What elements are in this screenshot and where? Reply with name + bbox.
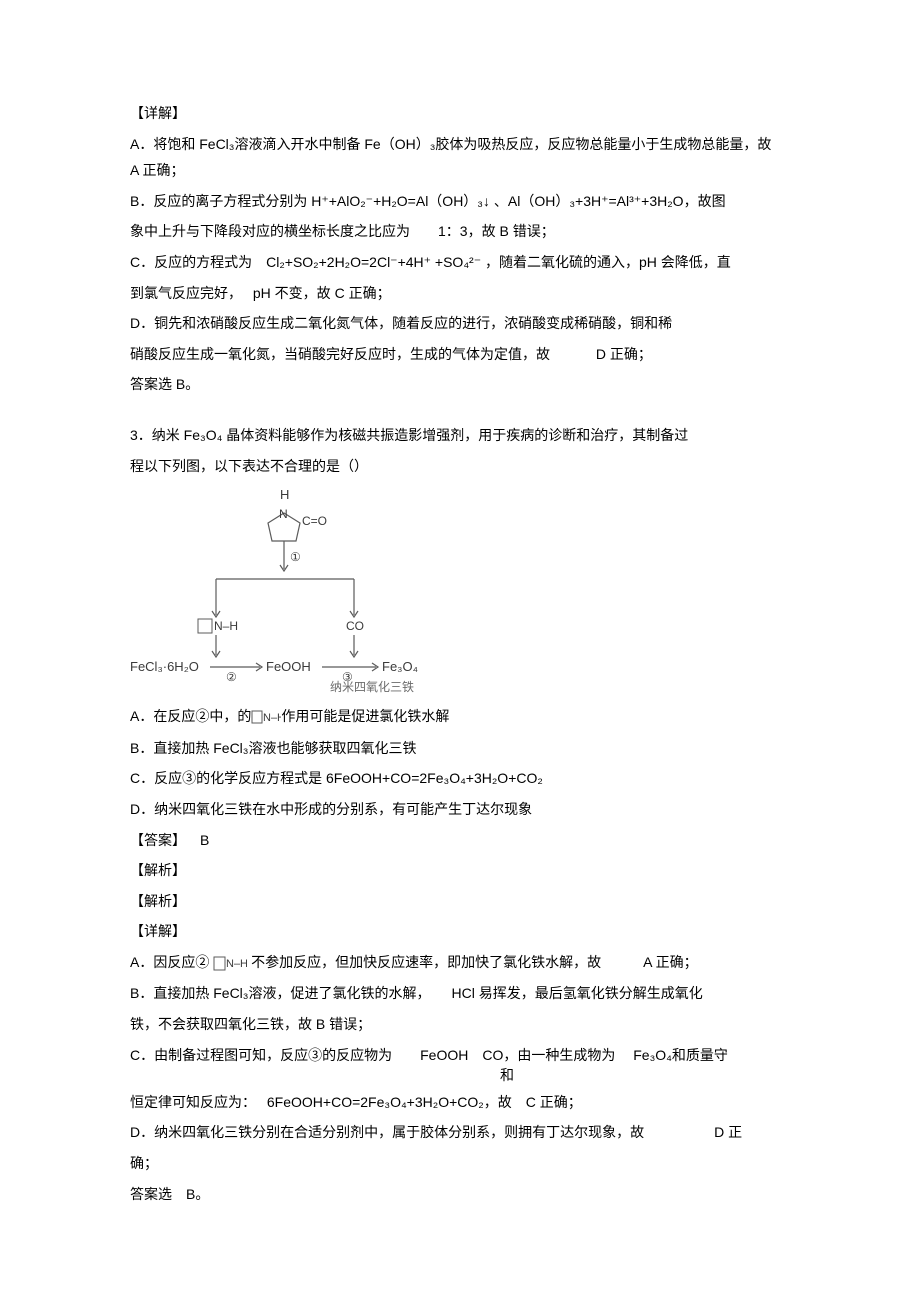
analysis-D-line1: D．铜先和浓硝酸反应生成二氧化氮气体，随着反应的进行，浓硝酸变成稀硝酸，铜和稀 (130, 310, 780, 337)
answer-label: 【答案】 B (130, 827, 780, 854)
analysis-C-line2: 到氯气反应完好， pH 不变，故 C 正确； (130, 280, 780, 307)
answer-text: 【答案】 (130, 832, 186, 848)
analysis-D-line2: 硝酸反应生成一氧化氮，当硝酸完好反应时，生成的气体为定值，故 D 正确； (130, 341, 780, 368)
diagram-step1: ① (290, 550, 301, 564)
analysis-label-1: 【解析】 (130, 857, 780, 884)
diagram-FeCl3: FeCl₃·6H₂O (130, 659, 199, 674)
detail-A-pre: A．因反应② (130, 954, 209, 970)
nh-inline-icon: N–H (251, 704, 281, 731)
diagram-H: H (280, 487, 289, 502)
option-C: C．反应③的化学反应方程式是 6FeOOH+CO=2Fe₃O₄+3H₂O+CO₂ (130, 765, 780, 792)
detail-D-line1: D．纳米四氧化三铁分别在合适分别剂中，属于胶体分别系，则拥有丁达尔现象，故 D … (130, 1119, 780, 1146)
answer-final: 答案选 B。 (130, 1181, 780, 1208)
option-A-post: 能是促进氯化铁水解 (323, 708, 449, 724)
diagram-N: N (279, 507, 288, 521)
nh-inline-icon-2: N–H (213, 950, 247, 977)
diagram-NH: N–H (214, 619, 238, 633)
svg-text:N–H: N–H (263, 712, 281, 724)
diagram-Fe3O4: Fe₃O₄ (382, 659, 418, 674)
diagram-nano-label: 纳米四氧化三铁 (330, 680, 414, 694)
svg-text:N–H: N–H (226, 958, 247, 970)
analysis-label-2: 【解析】 (130, 888, 780, 915)
q3-line1: 3．纳米 Fe₃O₄ 晶体资料能够作为核磁共振造影增强剂，用于疾病的诊断和治疗，… (130, 422, 780, 449)
detail-B-line2: 铁，不会获取四氧化三铁，故 B 错误； (130, 1011, 780, 1038)
analysis-C-line1: C．反应的方程式为 Cl₂+SO₂+2H₂O=2Cl⁻+4H⁺ +SO₄²⁻ ，… (130, 249, 780, 276)
option-A: A．在反应②中，的 N–H作用可能是促进氯化铁水解 (130, 703, 780, 731)
q3-line2: 程以下列图，以下表达不合理的是（） (130, 453, 780, 480)
detail-label-2: 【详解】 (130, 918, 780, 945)
answer-1: 答案选 B。 (130, 371, 780, 398)
diagram-step2: ② (226, 670, 237, 684)
analysis-B-line2: 象中上升与下降段对应的横坐标长度之比应为 1：3，故 B 错误； (130, 218, 780, 245)
detail-A: A．因反应② N–H 不参加反应，但加快反应速率，即加快了氯化铁水解，故 A 正… (130, 949, 780, 977)
diagram-svg: H N C=O ① N–H CO (130, 485, 450, 695)
diagram-CO: CO (346, 619, 364, 633)
detail-C-line1: C．由制备过程图可知，反应③的反应物为 FeOOH CO，由一种生成物为 Fe₃… (130, 1042, 780, 1069)
analysis-A: A．将饱和 FeCl₃溶液滴入开水中制备 Fe（OH）₃胶体为吸热反应，反应物总… (130, 131, 780, 184)
detail-A-post: 不参加反应，但加快反应速率，即加快了氯化铁水解，故 A 正确； (251, 954, 697, 970)
detail-B-line1: B．直接加热 FeCl₃溶液，促进了氯化铁的水解， HCl 易挥发，最后氢氧化铁… (130, 980, 780, 1007)
analysis-B-line1: B．反应的离子方程式分别为 H⁺+AlO₂⁻+H₂O=Al（OH）₃↓ 、Al（… (130, 188, 780, 215)
diagram-FeOOH: FeOOH (266, 659, 311, 674)
option-B: B．直接加热 FeCl₃溶液也能够获取四氧化三铁 (130, 735, 780, 762)
page: 【详解】 A．将饱和 FeCl₃溶液滴入开水中制备 Fe（OH）₃胶体为吸热反应… (0, 0, 920, 1303)
synthesis-diagram: H N C=O ① N–H CO (130, 485, 450, 695)
option-A-mid: 作用可 (281, 708, 323, 724)
answer-letter: B (200, 832, 211, 848)
detail-label: 【详解】 (130, 100, 780, 127)
option-A-pre: A．在反应②中，的 (130, 708, 251, 724)
detail-D-line2: 确； (130, 1150, 780, 1177)
detail-C-line2: 恒定律可知反应为： 6FeOOH+CO=2Fe₃O₄+3H₂O+CO₂，故 C … (130, 1089, 780, 1116)
diagram-CO-top: C=O (302, 514, 327, 528)
option-D: D．纳米四氧化三铁在水中形成的分别系，有可能产生丁达尔现象 (130, 796, 780, 823)
